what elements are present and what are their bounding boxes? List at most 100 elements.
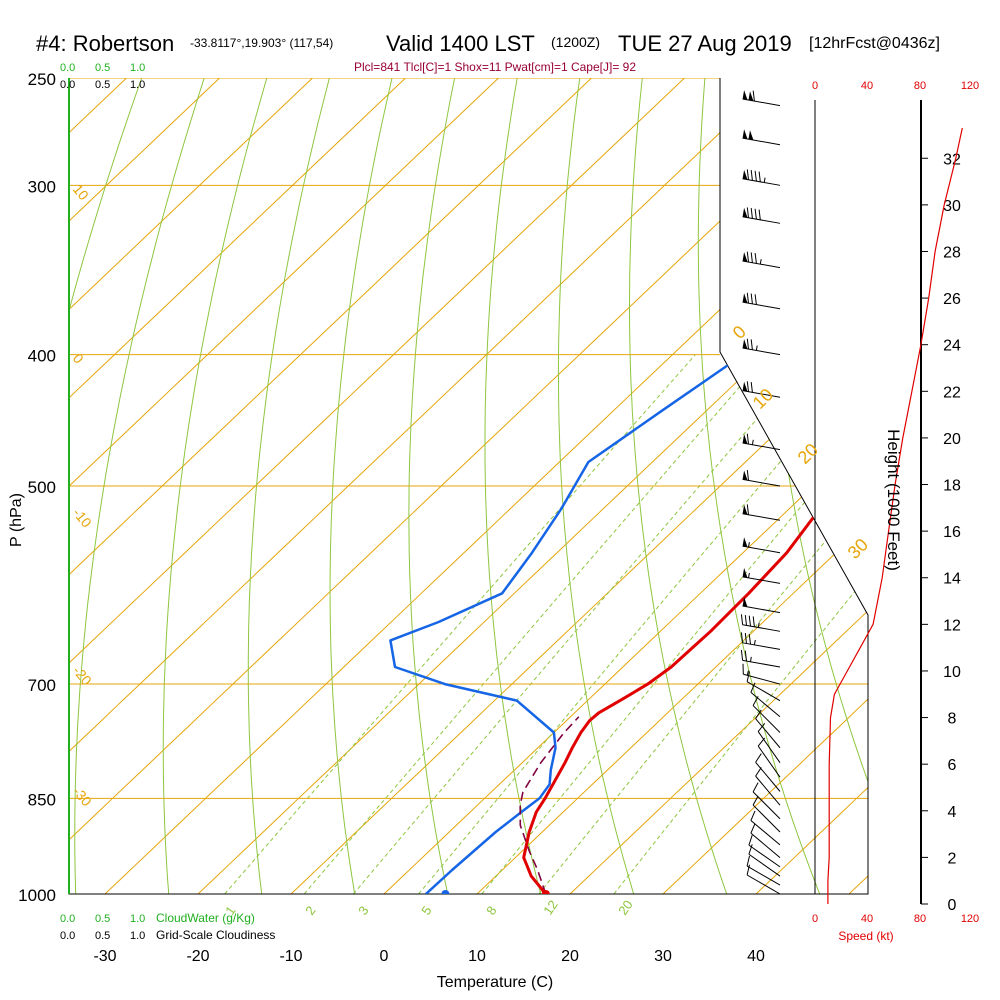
wind-barb [742,338,781,356]
height-tick-label: 16 [943,524,961,541]
cloud-top-black-0: 0.0 [60,79,75,91]
speed-bottom-40: 40 [861,913,873,925]
barb-flag [750,252,753,263]
barb-flag [750,339,753,350]
barb-shaft [742,605,781,614]
barb-flag [750,823,756,834]
barb-pennant [742,339,748,349]
barb-flag [746,470,749,481]
wind-barb [742,504,781,521]
barb-flag [750,682,756,693]
barb-pennant [748,130,754,141]
barb-flag [750,810,756,821]
barb-shaft [746,874,781,895]
wind-barb [740,632,781,650]
height-tick-label: 2 [948,850,957,867]
barb-pennant [742,597,748,607]
wind-barb [742,567,781,584]
barb-flag [740,649,744,661]
barb-flag [746,251,749,263]
wind-barb [742,129,781,146]
barb-shaft [742,642,781,650]
height-tick-label: 24 [943,338,961,355]
cloudiness-label: Grid-Scale Cloudiness [156,928,275,942]
temperature-tick-label: 40 [747,948,765,965]
barb-shaft [742,624,781,632]
isotherm-line [69,78,499,894]
barb-shaft [752,804,781,833]
barb-flag [750,208,753,219]
x-axis-title: Temperature (C) [437,974,553,991]
speed-bottom-120: 120 [961,913,979,925]
wind-barb [750,682,781,718]
temperature-tick-label: -10 [279,948,302,965]
mixing-ratio-label: 5 [418,903,434,918]
wind-barb [742,537,781,554]
dry-adiabat-line [74,78,205,894]
speed-top-80: 80 [914,80,926,92]
height-tick-label: 18 [943,478,961,495]
cloud-bottom-green-05: 0.5 [95,913,110,925]
valid-utc: (1200Z) [551,34,600,50]
isotherm-line [755,78,868,894]
dry-adiabat-line [697,78,821,894]
barb-shaft [742,513,781,521]
dry-adiabat-line [329,78,393,894]
barb-half-flag [763,177,766,183]
barb-shaft [746,865,781,886]
barb-flag [748,633,751,645]
barb-pennant [742,252,748,262]
barb-half-flag [755,345,758,351]
wind-barb [742,90,781,107]
speed-axis-label: Speed (kt) [838,929,893,943]
barb-flag [752,795,759,806]
dry-adiabat-line [408,78,456,894]
isotherm-line [662,78,868,894]
height-tick-label: 26 [943,291,961,308]
barb-half-flag [748,542,750,548]
cloud-top-green-1: 1.0 [130,62,145,74]
cloud-top-black-05: 0.5 [95,79,110,91]
mixing-ratio-line [613,354,868,894]
barb-flag [750,381,753,393]
barb-shaft [742,347,781,356]
barb-pennant [742,504,748,515]
barb-flag [748,615,751,627]
dry-adiabat-line [247,78,330,894]
barb-flag [744,633,747,644]
barb-flag [752,90,755,102]
pressure-tick-label: 250 [28,70,56,89]
height-tick-label: 20 [943,431,961,448]
dewpoint-profile [389,111,868,894]
barb-pennant [742,207,748,218]
mixing-ratio-label: 12 [540,897,561,917]
barb-flag [746,504,749,515]
cloud-bottom-black-05: 0.5 [95,930,110,942]
cloud-top-black-1: 1.0 [130,79,145,91]
wind-barb [750,823,781,858]
mixing-ratio-line [481,354,868,894]
barb-half-flag [759,259,762,265]
barb-flag [750,293,753,304]
temperature-tick-label: 20 [561,948,579,965]
y-axis-title: P (hPa) [8,493,25,547]
barb-shaft [742,478,781,487]
cloud-top-green-05: 0.5 [95,62,110,74]
wind-barb [748,844,781,877]
wind-barb [746,855,781,886]
barb-flag [755,753,762,763]
isotherm-label: 10 [749,385,777,413]
height-tick-label: 28 [943,244,961,261]
barb-shaft [742,178,781,186]
barb-shaft [742,137,781,146]
barb-shaft [742,216,781,224]
isotherm-line [569,78,868,894]
valid-date: TUE 27 Aug 2019 [618,31,792,56]
barb-pennant [742,293,748,304]
pressure-tick-label: 850 [28,790,56,809]
wind-barb [742,251,781,269]
barb-shaft [748,853,781,877]
barb-shaft [742,659,781,668]
barb-shaft [750,832,781,858]
